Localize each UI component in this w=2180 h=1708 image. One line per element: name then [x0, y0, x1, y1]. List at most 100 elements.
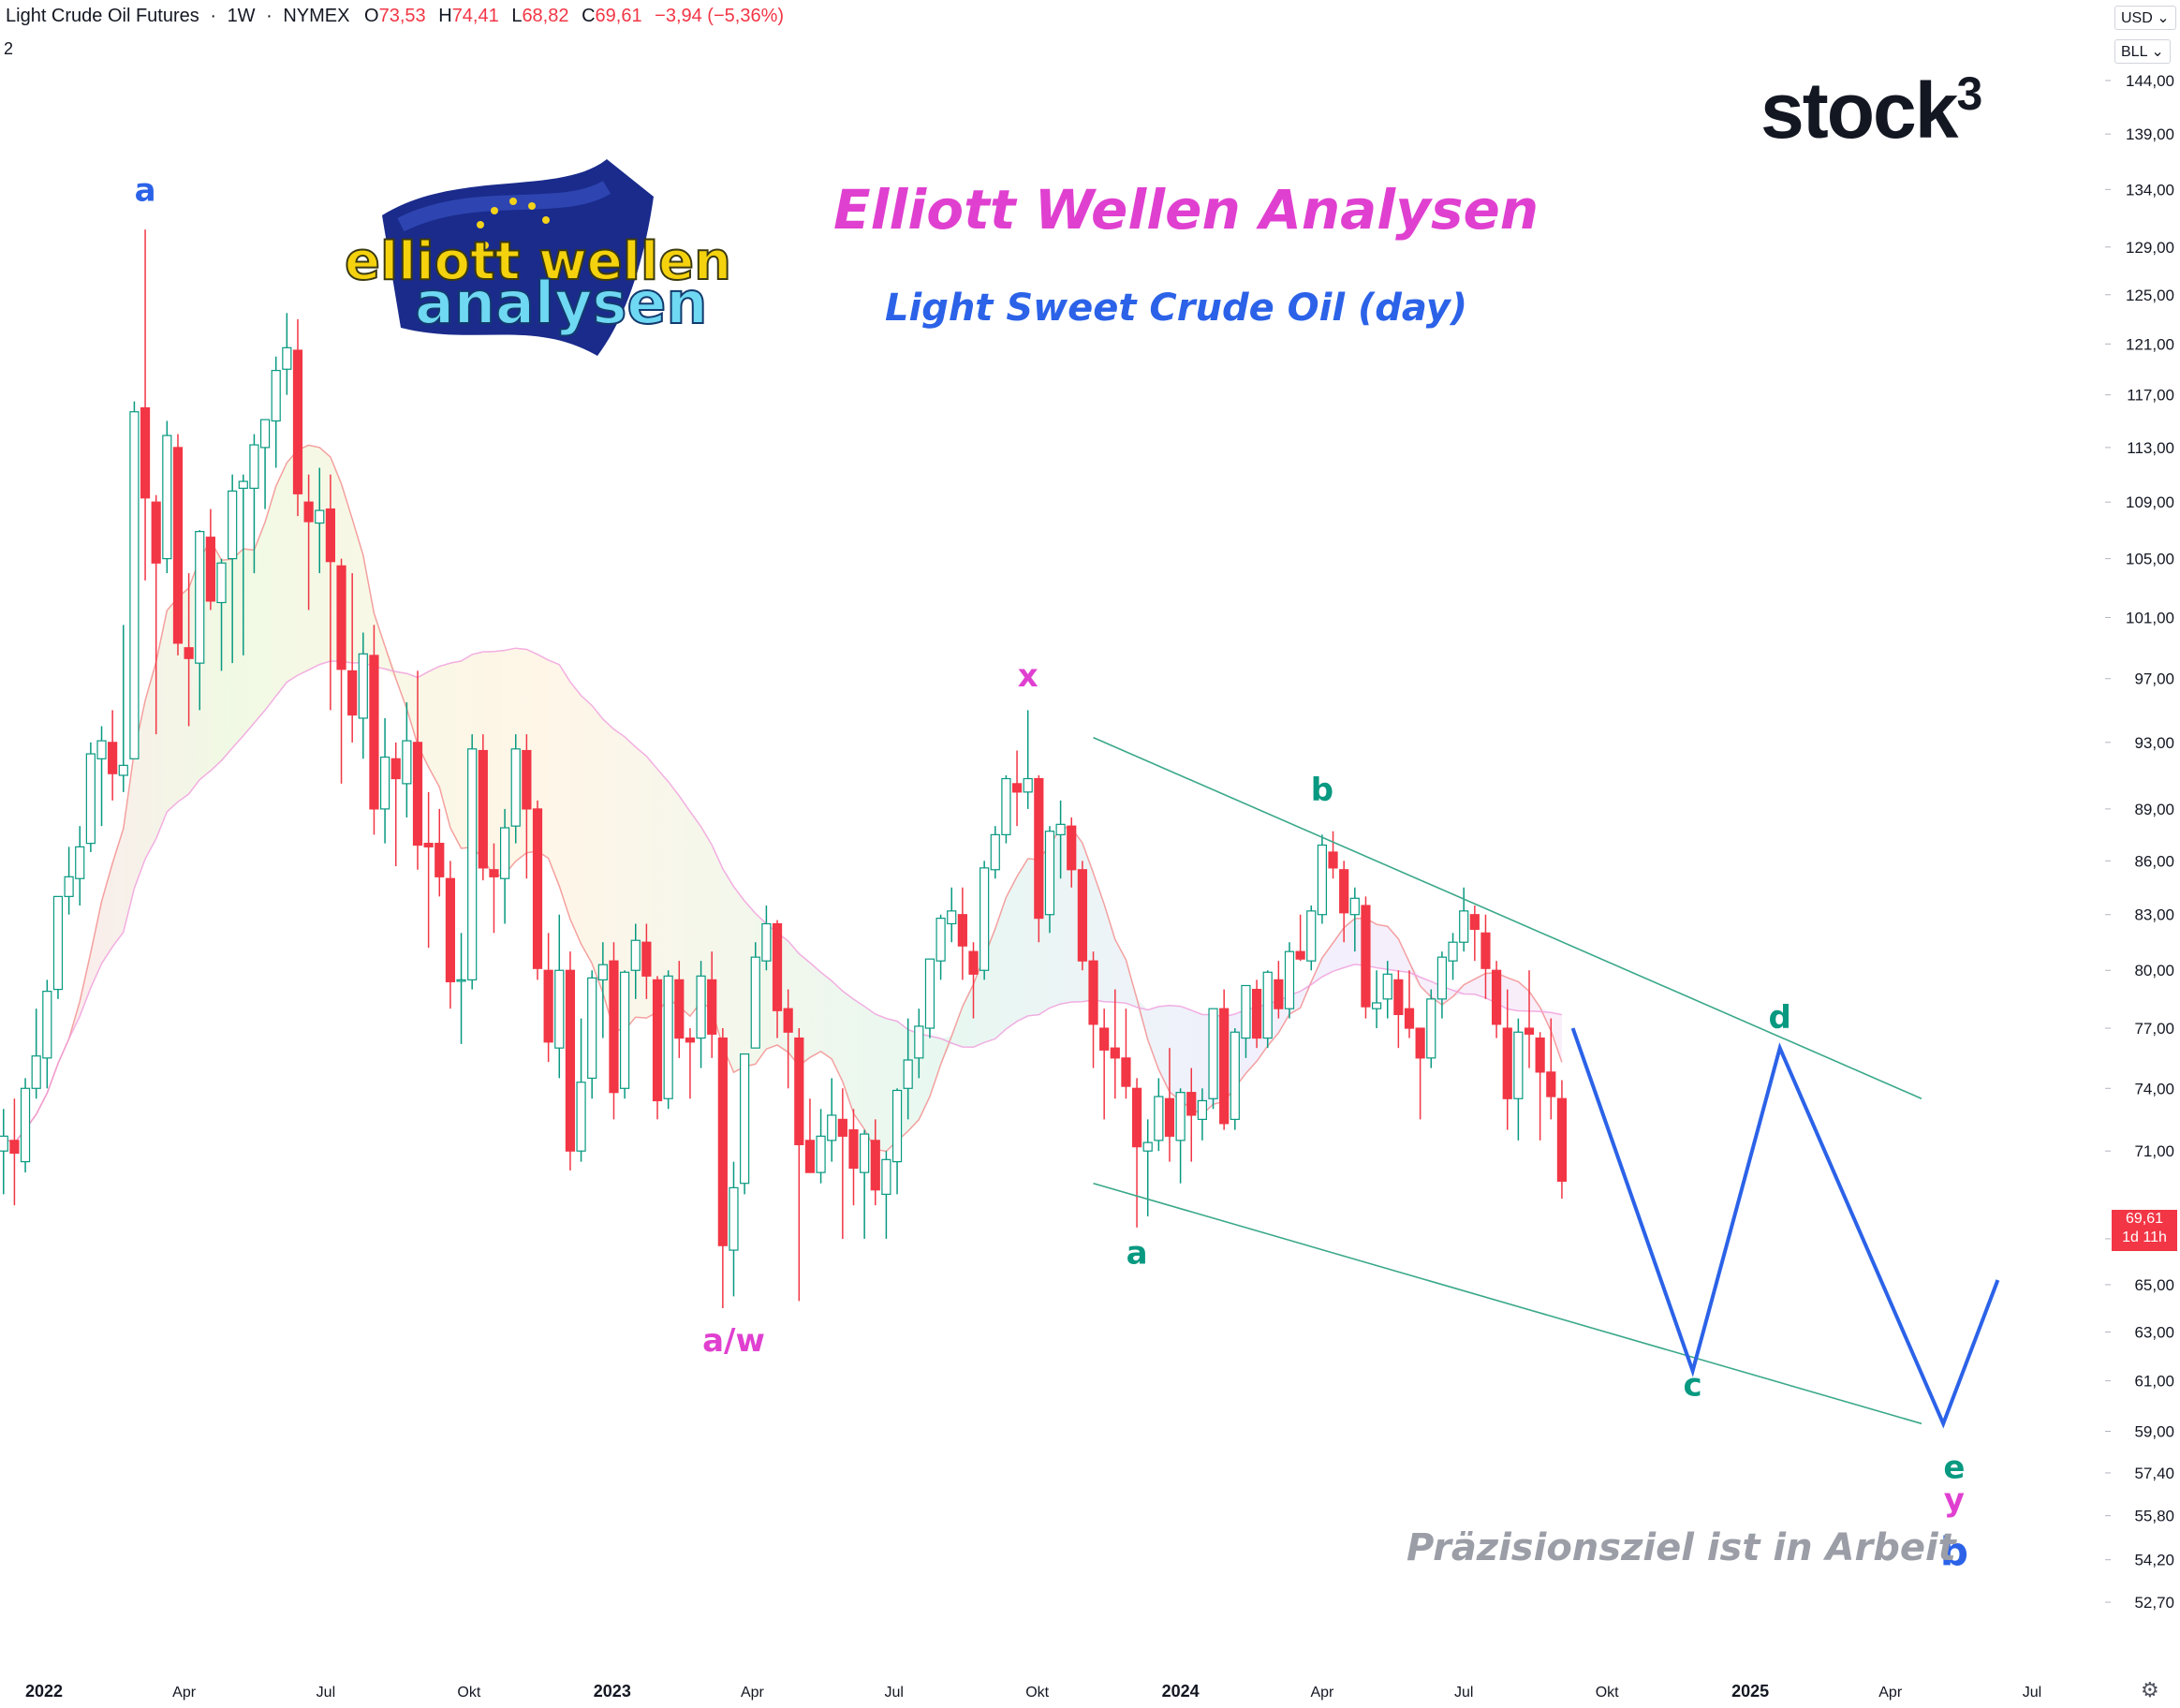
- candle-body: [467, 748, 478, 980]
- candle: [75, 826, 85, 906]
- candle: [1262, 970, 1273, 1049]
- trend-channel[interactable]: [1093, 736, 1922, 1425]
- price-tick-label: 63,00: [2134, 1323, 2174, 1341]
- candle-body: [435, 843, 445, 877]
- candle: [837, 1088, 847, 1239]
- price-tick-label: 83,00: [2134, 906, 2174, 924]
- candle: [510, 734, 521, 844]
- symbol-name: Light Crude Oil Futures: [6, 6, 199, 26]
- brand-superscript: 3: [1956, 67, 1982, 120]
- price-tick-label: 71,00: [2134, 1142, 2174, 1160]
- candle: [717, 1028, 728, 1308]
- candle: [980, 861, 990, 980]
- candle-body: [980, 867, 990, 971]
- candle: [435, 808, 445, 897]
- wave-label: x: [1018, 657, 1038, 695]
- candle-body: [1241, 984, 1251, 1039]
- candle: [522, 734, 532, 879]
- candle: [108, 710, 118, 801]
- candle: [1011, 750, 1023, 827]
- time-tick-label: 2025: [1731, 1682, 1769, 1701]
- candle: [1459, 887, 1469, 952]
- price-tick-label: 125,00: [2126, 287, 2174, 304]
- unit-label: BLL: [2121, 44, 2147, 60]
- candle: [64, 847, 74, 915]
- candle-body: [1361, 905, 1371, 1008]
- candle: [794, 1028, 804, 1302]
- candle-body: [543, 969, 553, 1043]
- candle: [1306, 906, 1317, 971]
- chart-subtitle: Light Sweet Crude Oil (day): [885, 287, 1468, 330]
- candle: [957, 887, 967, 980]
- candle: [499, 808, 510, 924]
- candle-body: [303, 501, 314, 523]
- candle-body: [1077, 869, 1087, 962]
- header-separator: ·: [266, 6, 272, 26]
- candle: [1251, 979, 1262, 1049]
- candle: [1502, 989, 1512, 1130]
- candle: [1067, 817, 1077, 888]
- candle-body: [1142, 1141, 1153, 1152]
- last-price-tag: 69,61 1d 11h: [2112, 1210, 2177, 1251]
- candle-body: [1535, 1037, 1545, 1073]
- candle: [641, 923, 652, 999]
- candle-body: [249, 444, 259, 490]
- candle: [259, 419, 271, 509]
- candle-body: [52, 895, 64, 991]
- candle: [184, 573, 194, 727]
- candle-body: [565, 969, 576, 1152]
- candle: [369, 625, 379, 835]
- candle-body: [42, 991, 52, 1059]
- candle-body: [412, 742, 423, 847]
- candle-body: [957, 914, 967, 947]
- candle: [1436, 951, 1448, 1019]
- time-tick-label: Okt: [1025, 1685, 1049, 1701]
- symbol-header[interactable]: Light Crude Oil Futures · 1W · NYMEX O73…: [6, 6, 791, 27]
- price-tick-label: 109,00: [2126, 493, 2174, 511]
- candle-body: [597, 964, 608, 980]
- candle: [1404, 970, 1415, 1038]
- interval[interactable]: 1W: [227, 6, 256, 26]
- candle-body: [685, 1037, 696, 1043]
- candle: [1328, 831, 1338, 879]
- candle: [118, 625, 128, 792]
- candle-body: [140, 406, 151, 499]
- candle-body: [315, 509, 325, 524]
- candle: [1110, 989, 1120, 1099]
- wave-projection[interactable]: [1570, 1027, 2000, 1429]
- candle: [554, 914, 565, 1079]
- candle-body: [336, 565, 346, 670]
- price-axis[interactable]: 144,00 139,00 134,00 129,00 125,00 121,00 117,…: [2105, 0, 2180, 1708]
- candle-body: [31, 1055, 41, 1089]
- wave-label: y: [1944, 1481, 1965, 1519]
- candle: [478, 734, 488, 881]
- candle-body: [1415, 1027, 1425, 1059]
- candle: [1295, 914, 1305, 962]
- candle-body: [1131, 1087, 1142, 1148]
- candle-body: [1556, 1097, 1568, 1182]
- wave-label: c: [1683, 1367, 1701, 1405]
- candle: [1121, 1009, 1131, 1099]
- candle-body: [630, 939, 641, 971]
- candle-body: [499, 827, 510, 879]
- settings-icon[interactable]: ⚙: [2141, 1678, 2159, 1701]
- candle-body: [85, 753, 96, 845]
- candle: [1001, 774, 1011, 844]
- candle: [696, 961, 706, 1068]
- time-axis[interactable]: 2022 Apr Jul Okt 2023 Apr Jul Okt 2024 Apr Jul Okt 2…: [0, 1672, 2180, 1708]
- indicator-count[interactable]: 2: [4, 39, 14, 58]
- candle-body: [1099, 1027, 1110, 1051]
- candle-body: [96, 740, 107, 759]
- candle-body: [935, 918, 946, 962]
- candle-body: [652, 979, 663, 1102]
- time-tick-label: 2024: [1162, 1682, 1200, 1701]
- currency-label: USD: [2121, 10, 2153, 26]
- unit-selector[interactable]: BLL ⌄: [2114, 39, 2171, 64]
- candle: [1492, 961, 1502, 1038]
- candle-body: [510, 748, 521, 827]
- candle: [1055, 800, 1066, 879]
- candle-body: [259, 419, 271, 449]
- wave-label: b: [1940, 1529, 1968, 1575]
- currency-selector[interactable]: USD ⌄: [2114, 6, 2176, 30]
